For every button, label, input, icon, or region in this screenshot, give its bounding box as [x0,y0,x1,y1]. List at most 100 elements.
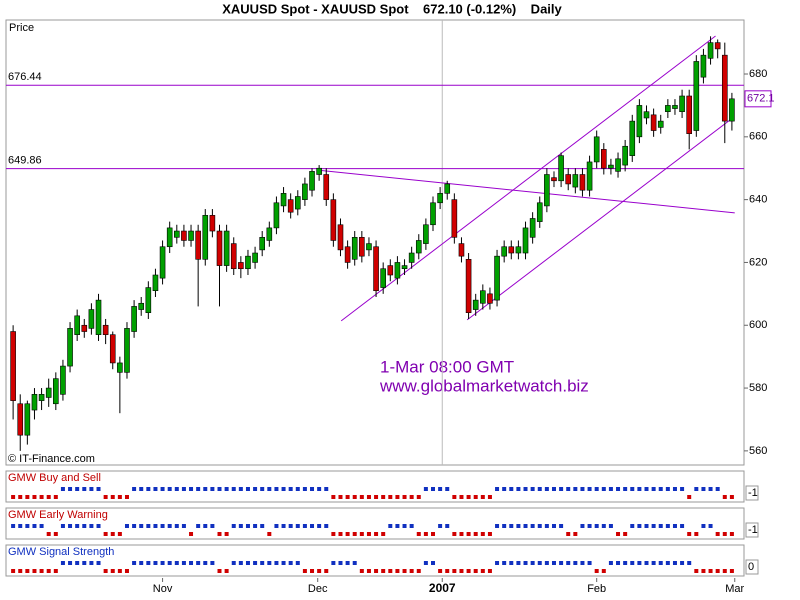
indicator-dot [366,495,371,499]
indicator-dot [616,532,621,536]
candle-body [494,255,500,301]
indicator-dot [381,569,386,573]
indicator-dot [196,487,201,491]
candle-body [45,387,52,398]
indicator-dot [331,495,336,499]
candle-body [238,262,244,270]
indicator-dot [672,524,677,528]
indicator-dot [124,569,129,573]
indicator-dot [616,487,621,491]
indicator-value: 0 [748,561,754,573]
indicator-dot [224,532,229,536]
x-tick-label: 2007 [429,581,456,595]
indicator-dot [438,487,443,491]
indicator-dot [267,532,272,536]
indicator-dot [18,495,23,499]
indicator-dot [587,524,592,528]
indicator-dot [203,561,208,565]
indicator-dot [438,569,443,573]
candle-body [17,403,24,436]
indicator-dot [139,487,144,491]
indicator-dot [637,524,642,528]
indicator-dot [139,524,144,528]
indicator-dot [110,495,115,499]
indicator-dot [409,524,414,528]
indicator-dot [68,561,73,565]
candle-body [209,215,216,232]
indicator-dot [594,487,599,491]
indicator-dot [722,569,727,573]
indicator-dot [203,487,208,491]
candle-body [643,111,650,119]
indicator-dot [694,569,699,573]
candle-body [294,196,301,210]
indicator-dot [310,487,315,491]
indicator-dot [167,487,172,491]
indicator-dot [680,487,685,491]
indicator-dot [516,561,521,565]
indicator-dot [388,569,393,573]
indicator-dot [338,495,343,499]
indicator-dot [359,532,364,536]
indicator-dot [580,524,585,528]
candle-body [344,246,351,263]
candle-body [302,183,308,200]
indicator-dot [174,524,179,528]
indicator-dot [445,487,450,491]
indicator-dot [431,561,436,565]
indicator-dot [608,487,613,491]
indicator-dot [11,569,16,573]
indicator-dot [630,487,635,491]
indicator-dot [324,524,329,528]
indicator-dot [132,561,137,565]
candle-body [245,255,251,270]
indicator-dot [722,532,727,536]
indicator-value-box [745,485,759,501]
indicator-dot [729,569,734,573]
candle-body [202,215,209,260]
candle-body [337,224,344,251]
indicator-dot [573,487,578,491]
indicator-dot [480,532,485,536]
indicator-dot [32,524,37,528]
indicator-dot [374,532,379,536]
indicator-dot [366,569,371,573]
candle-body [259,237,266,251]
indicator-dot [146,524,151,528]
indicator-dot [651,561,656,565]
candle-body [95,299,102,335]
x-tick-label: Dec [308,583,328,595]
candle-body [714,42,721,50]
indicator-dot [181,561,186,565]
candle-body [188,230,194,241]
indicator-dot [345,495,350,499]
candle-body [487,293,493,304]
indicator-dot [502,524,507,528]
last-price-box [744,90,772,108]
candle-body [522,227,529,254]
indicator-dot [117,495,122,499]
candle-body [700,54,707,78]
indicator-dot [224,487,229,491]
indicator-dot [295,561,300,565]
indicator-dot [701,487,706,491]
indicator-dot [672,561,677,565]
candle-body [31,394,38,411]
indicator-dot [217,569,222,573]
indicator-dot [25,495,30,499]
indicator-dot [352,532,357,536]
indicator-frame [5,470,745,503]
indicator-dot [39,569,44,573]
indicator-dot [274,561,279,565]
indicator-dot [537,561,542,565]
indicator-dot [388,524,393,528]
candle-body [145,287,152,313]
indicator-dot [523,524,528,528]
indicator-dot [210,524,215,528]
last-price-label: 672.1 [747,93,775,105]
indicator-dot [345,532,350,536]
indicator-dot [722,495,727,499]
indicator-dot [196,561,201,565]
candle-body [693,61,700,131]
